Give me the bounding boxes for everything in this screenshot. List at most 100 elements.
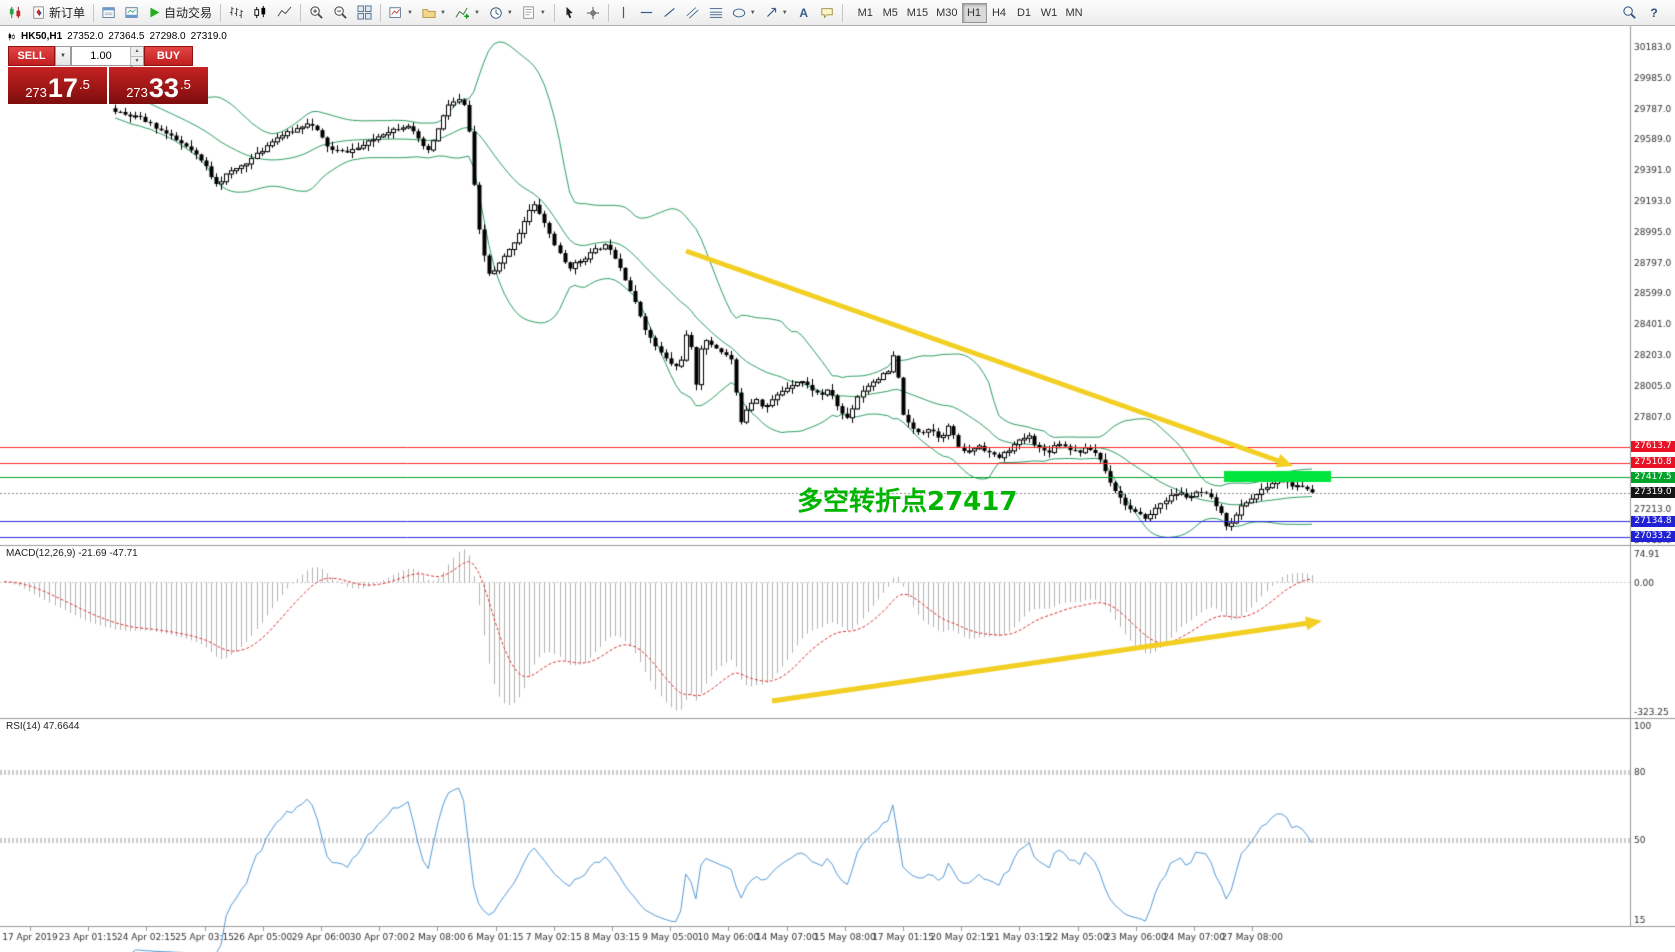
periods-button[interactable]: ▼ bbox=[485, 2, 517, 24]
timeframe-M15[interactable]: M15 bbox=[906, 6, 929, 19]
timeframe-M30[interactable]: M30 bbox=[936, 6, 958, 19]
autotrade-label: 自动交易 bbox=[164, 6, 213, 20]
caret-down-icon: ▼ bbox=[749, 9, 756, 16]
clock-icon bbox=[490, 6, 502, 19]
buy-price-prefix: 273 bbox=[126, 84, 148, 100]
pivot-annotation: 多空转折点27417 bbox=[797, 487, 1018, 517]
buy-price-sup: .5 bbox=[179, 77, 191, 92]
sell-button[interactable]: SELL bbox=[8, 46, 55, 66]
toolbar-separator bbox=[841, 3, 843, 22]
new-chart-button[interactable]: ▼ bbox=[385, 2, 417, 24]
bar-chart-icon[interactable] bbox=[225, 2, 248, 24]
timeframe-W1[interactable]: W1 bbox=[1040, 6, 1058, 19]
profiles-icon bbox=[422, 8, 436, 18]
toolbar-right-group: ? bbox=[1618, 2, 1665, 24]
chart-window-icon[interactable] bbox=[4, 2, 27, 24]
caret-down-icon: ▼ bbox=[781, 9, 788, 16]
toolbar-separator bbox=[553, 3, 555, 22]
letter-a-glyph: A bbox=[799, 5, 809, 20]
toolbar-separator bbox=[607, 3, 609, 22]
volume-box: ▲ ▼ bbox=[71, 46, 144, 66]
horizontal-line-icon[interactable] bbox=[636, 2, 658, 24]
timeframe-MN[interactable]: MN bbox=[1065, 6, 1083, 19]
volume-input[interactable] bbox=[72, 47, 130, 65]
vertical-line-icon[interactable] bbox=[613, 2, 635, 24]
arrow-object-icon bbox=[766, 7, 776, 17]
caret-down-icon: ▼ bbox=[506, 9, 513, 16]
timeframe-M1[interactable]: M1 bbox=[857, 6, 873, 19]
sell-price-panel[interactable]: 273 17 .5 bbox=[8, 67, 107, 104]
line-chart-icon[interactable] bbox=[273, 2, 296, 24]
autotrade-play-icon bbox=[150, 7, 160, 18]
search-icon[interactable] bbox=[1618, 2, 1641, 24]
macd-panel-label: MACD(12,26,9) -21.69 -47.71 bbox=[6, 548, 138, 559]
price-tag-27319.0: 27319.0 bbox=[1631, 487, 1675, 498]
symbol-info: HK50,H1 27352.0 27364.5 27298.0 27319.0 bbox=[7, 31, 227, 42]
price-tag-27417.5: 27417.5 bbox=[1631, 471, 1675, 483]
cursor-icon[interactable] bbox=[559, 2, 581, 24]
toolbar-separator bbox=[300, 3, 302, 22]
symbol-name: HK50,H1 bbox=[21, 31, 63, 42]
profiles-button[interactable]: ▼ bbox=[418, 2, 450, 24]
new-chart-icon bbox=[389, 6, 401, 18]
trade-widget-controls: SELL ▼ ▲ ▼ BUY bbox=[8, 46, 208, 66]
indicators-icon bbox=[455, 7, 469, 19]
toolbar-separator bbox=[93, 3, 95, 22]
autotrade-button[interactable]: 自动交易 bbox=[144, 2, 216, 24]
sell-price-sup: .5 bbox=[78, 77, 90, 92]
new-order-icon bbox=[33, 5, 44, 19]
templates-button[interactable]: ▼ bbox=[518, 2, 550, 24]
price-tag-27510.8: 27510.8 bbox=[1631, 457, 1675, 469]
symbol-chart-icon bbox=[8, 32, 15, 41]
price-tag-27033.2: 27033.2 bbox=[1631, 531, 1675, 543]
fibonacci-icon[interactable] bbox=[705, 2, 727, 24]
toolbar: 新订单 自动交易 bbox=[0, 0, 1675, 26]
shapes-icon bbox=[732, 8, 745, 17]
help-icon[interactable]: ? bbox=[1643, 2, 1665, 24]
spin-up-icon[interactable]: ▲ bbox=[131, 47, 143, 56]
buy-price-panel[interactable]: 273 33 .5 bbox=[109, 67, 208, 104]
ohlc-high: 27364.5 bbox=[108, 31, 145, 42]
buy-button[interactable]: BUY bbox=[144, 46, 193, 66]
channel-icon[interactable] bbox=[682, 2, 704, 24]
arrows-button[interactable]: ▼ bbox=[761, 2, 792, 24]
caret-down-icon: ▼ bbox=[407, 9, 413, 16]
trade-widget-prices: 273 17 .5 273 33 .5 bbox=[8, 67, 208, 104]
timeframe-M5[interactable]: M5 bbox=[882, 6, 898, 19]
market-watch-icon[interactable] bbox=[98, 2, 120, 24]
terminal-icon[interactable] bbox=[121, 2, 143, 24]
ohlc-low: 27298.0 bbox=[149, 31, 186, 42]
new-order-label: 新订单 bbox=[49, 6, 86, 20]
text-icon[interactable]: A bbox=[793, 2, 815, 24]
shapes-button[interactable]: ▼ bbox=[728, 2, 760, 24]
sell-price-prefix: 273 bbox=[25, 84, 47, 100]
templates-icon bbox=[523, 5, 534, 19]
zoom-out-icon[interactable] bbox=[329, 2, 352, 24]
price-tag-27613.7: 27613.7 bbox=[1631, 441, 1675, 453]
caret-down-icon: ▼ bbox=[60, 53, 66, 59]
help-glyph: ? bbox=[1650, 5, 1658, 20]
ohlc-open: 27352.0 bbox=[67, 31, 104, 42]
toolbar-separator bbox=[220, 3, 222, 22]
trendline-icon[interactable] bbox=[659, 2, 681, 24]
spin-down-icon[interactable]: ▼ bbox=[131, 55, 143, 65]
indicators-button[interactable]: ▼ bbox=[451, 2, 484, 24]
price-tag-27134.8: 27134.8 bbox=[1631, 515, 1675, 527]
caret-down-icon: ▼ bbox=[439, 9, 446, 16]
sell-price-big: 17 bbox=[47, 73, 78, 104]
rsi-panel-label: RSI(14) 47.6644 bbox=[6, 721, 80, 732]
candlestick-chart-icon[interactable] bbox=[249, 2, 272, 24]
zoom-in-icon[interactable] bbox=[305, 2, 328, 24]
tile-windows-icon[interactable] bbox=[353, 2, 376, 24]
timeframe-D1[interactable]: D1 bbox=[1016, 6, 1032, 19]
timeframe-H1[interactable]: H1 bbox=[961, 2, 987, 23]
text-label-icon[interactable] bbox=[816, 2, 838, 24]
timeframe-H4[interactable]: H4 bbox=[991, 6, 1007, 19]
buy-price-big: 33 bbox=[148, 73, 179, 104]
new-order-button[interactable]: 新订单 bbox=[28, 2, 89, 24]
ohlc-close: 27319.0 bbox=[190, 31, 227, 42]
volume-dropdown-button[interactable]: ▼ bbox=[55, 46, 71, 66]
timeframe-group: M1 M5 M15 M30 H1 H4 D1 W1 MN bbox=[853, 2, 1087, 23]
crosshair-icon[interactable] bbox=[582, 2, 604, 24]
